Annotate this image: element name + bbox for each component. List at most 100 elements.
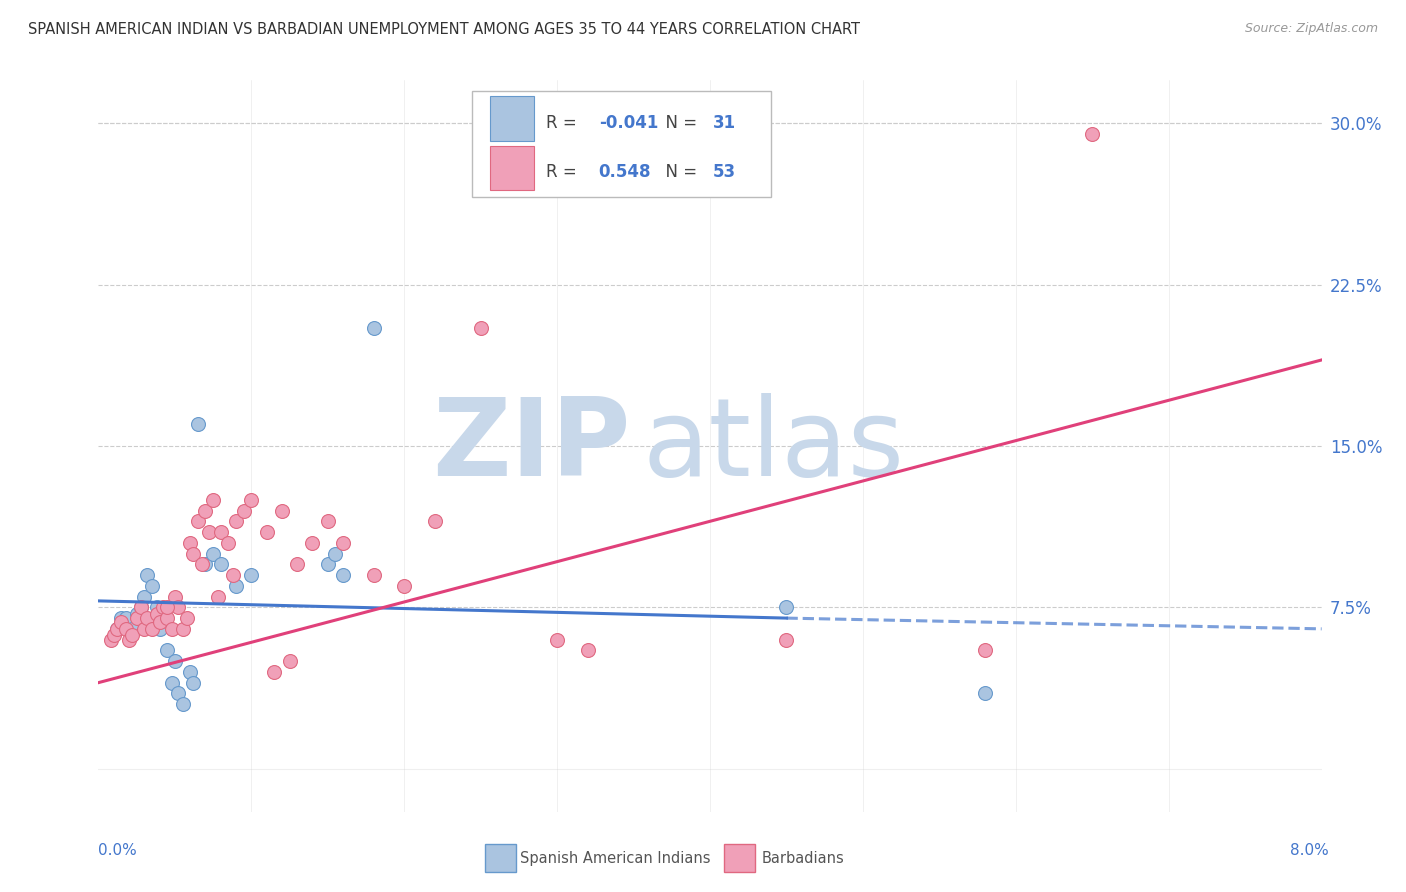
Point bbox=[118, 632, 141, 647]
Text: 31: 31 bbox=[713, 113, 735, 131]
Point bbox=[115, 622, 138, 636]
Point bbox=[149, 622, 172, 636]
Text: 8.0%: 8.0% bbox=[1289, 843, 1329, 858]
Text: atlas: atlas bbox=[643, 393, 904, 499]
Text: N =: N = bbox=[655, 163, 703, 181]
Point bbox=[163, 590, 186, 604]
Point bbox=[775, 600, 797, 615]
Point bbox=[974, 643, 997, 657]
Point bbox=[172, 697, 194, 711]
Point bbox=[121, 628, 143, 642]
Point bbox=[1081, 127, 1104, 141]
Point bbox=[546, 632, 568, 647]
Text: -0.041: -0.041 bbox=[599, 113, 658, 131]
Point bbox=[209, 558, 232, 572]
Point bbox=[145, 607, 167, 621]
Point bbox=[110, 615, 132, 630]
Point bbox=[278, 654, 301, 668]
Text: R =: R = bbox=[546, 163, 582, 181]
Point bbox=[129, 600, 152, 615]
Point bbox=[363, 568, 385, 582]
Point bbox=[392, 579, 416, 593]
Point bbox=[103, 628, 125, 642]
Point bbox=[163, 654, 186, 668]
Point bbox=[285, 558, 308, 572]
Text: 53: 53 bbox=[713, 163, 735, 181]
Text: Spanish American Indians: Spanish American Indians bbox=[520, 851, 710, 865]
Point bbox=[332, 536, 354, 550]
Point bbox=[129, 600, 152, 615]
Point bbox=[152, 600, 174, 615]
Point bbox=[423, 514, 446, 528]
Point bbox=[160, 622, 183, 636]
Text: ZIP: ZIP bbox=[432, 393, 630, 499]
Point bbox=[191, 558, 214, 572]
Text: Barbadians: Barbadians bbox=[762, 851, 845, 865]
Point bbox=[194, 558, 217, 572]
Point bbox=[156, 611, 179, 625]
Text: SPANISH AMERICAN INDIAN VS BARBADIAN UNEMPLOYMENT AMONG AGES 35 TO 44 YEARS CORR: SPANISH AMERICAN INDIAN VS BARBADIAN UNE… bbox=[28, 22, 860, 37]
Point bbox=[974, 686, 997, 700]
Point bbox=[179, 536, 201, 550]
Point bbox=[167, 686, 190, 700]
Point bbox=[160, 675, 183, 690]
Point bbox=[172, 622, 194, 636]
Point bbox=[141, 579, 163, 593]
Text: 0.0%: 0.0% bbox=[98, 843, 138, 858]
Point bbox=[301, 536, 323, 550]
Text: N =: N = bbox=[655, 113, 703, 131]
Point bbox=[105, 622, 128, 636]
Point bbox=[181, 675, 204, 690]
Point bbox=[325, 547, 347, 561]
Point bbox=[136, 611, 159, 625]
Point bbox=[225, 579, 247, 593]
Point bbox=[470, 320, 492, 334]
Point bbox=[232, 503, 254, 517]
Point bbox=[125, 607, 148, 621]
Point bbox=[105, 622, 128, 636]
Point bbox=[152, 611, 174, 625]
Point bbox=[363, 320, 385, 334]
Text: R =: R = bbox=[546, 113, 582, 131]
Point bbox=[225, 514, 247, 528]
Point bbox=[256, 524, 278, 539]
Point bbox=[134, 590, 156, 604]
Point bbox=[181, 547, 204, 561]
Point bbox=[240, 568, 263, 582]
Point bbox=[110, 611, 132, 625]
Point bbox=[187, 417, 209, 432]
Point bbox=[576, 643, 599, 657]
Point bbox=[149, 615, 172, 630]
Point bbox=[270, 503, 294, 517]
Point bbox=[332, 568, 354, 582]
Point bbox=[316, 514, 339, 528]
Point bbox=[202, 547, 225, 561]
Point bbox=[145, 600, 167, 615]
Point bbox=[197, 524, 219, 539]
Point bbox=[100, 632, 122, 647]
Point bbox=[209, 524, 232, 539]
Point bbox=[316, 558, 339, 572]
Text: Source: ZipAtlas.com: Source: ZipAtlas.com bbox=[1244, 22, 1378, 36]
Point bbox=[167, 600, 190, 615]
Point bbox=[775, 632, 797, 647]
Point bbox=[156, 643, 179, 657]
Point bbox=[156, 600, 179, 615]
Point bbox=[207, 590, 229, 604]
Point bbox=[179, 665, 201, 679]
Point bbox=[134, 622, 156, 636]
Point bbox=[121, 622, 143, 636]
FancyBboxPatch shape bbox=[489, 145, 534, 190]
Point bbox=[194, 503, 217, 517]
Point bbox=[240, 492, 263, 507]
Point bbox=[222, 568, 245, 582]
Point bbox=[125, 611, 148, 625]
Point bbox=[141, 622, 163, 636]
Point bbox=[136, 568, 159, 582]
Point bbox=[115, 611, 138, 625]
Point bbox=[187, 514, 209, 528]
Text: 0.548: 0.548 bbox=[599, 163, 651, 181]
Point bbox=[176, 611, 198, 625]
Point bbox=[263, 665, 285, 679]
Point bbox=[217, 536, 239, 550]
